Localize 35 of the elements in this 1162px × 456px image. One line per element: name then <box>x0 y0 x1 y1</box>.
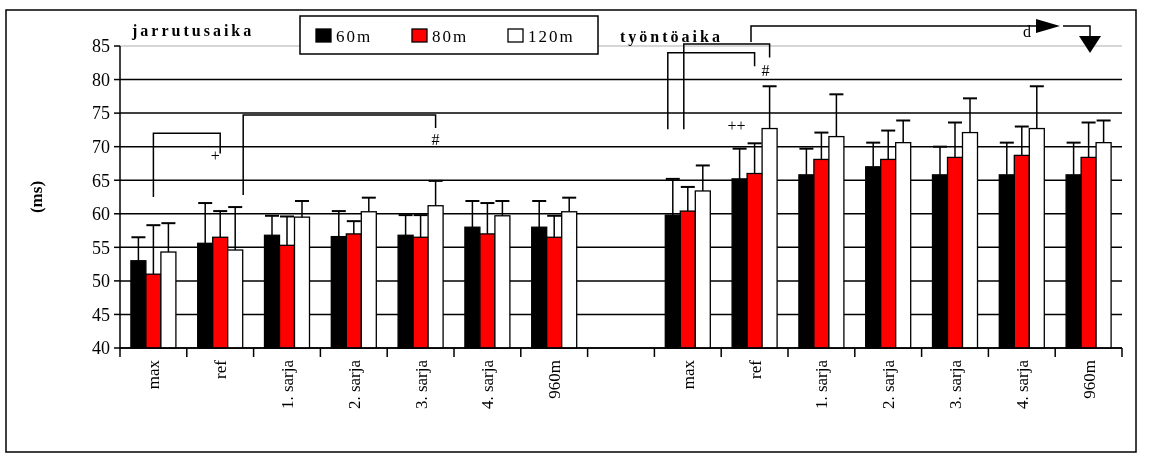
x-tick-label: 1. sarja <box>812 359 832 410</box>
x-tick-label: 1. sarja <box>278 359 297 410</box>
text: jarrutusaika <box>131 22 255 40</box>
x-tick-label: 2. sarja <box>344 359 364 410</box>
y-tick-label: 65 <box>92 170 110 191</box>
x-tick-label: 2. sarja <box>879 359 899 410</box>
y-tick-label: 40 <box>92 338 110 359</box>
x-tick-label: max <box>144 359 164 390</box>
annotation: # <box>761 61 770 79</box>
text: d <box>1023 23 1031 40</box>
x-tick-label: 960m <box>1079 360 1099 399</box>
y-axis-title: (ms) <box>27 180 46 214</box>
y-tick-label: 45 <box>92 304 110 325</box>
y-tick-label: 50 <box>92 271 110 292</box>
annotation: + <box>210 147 220 165</box>
x-tick-label: max <box>678 359 698 390</box>
annotation: # <box>431 130 440 148</box>
x-tick-label: 4. sarja <box>478 359 498 410</box>
x-tick-label: 3. sarja <box>411 359 431 410</box>
text: työntöaika <box>620 28 723 46</box>
y-tick-label: 80 <box>92 69 110 90</box>
y-tick-label: 55 <box>92 237 110 258</box>
y-tick-label: 75 <box>92 103 110 124</box>
annotation: ++ <box>727 117 746 135</box>
x-tick-label: 960m <box>545 360 565 399</box>
x-tick-label: ref <box>745 359 765 379</box>
legend-label: 120m <box>528 27 575 46</box>
y-tick-label: 85 <box>92 36 110 57</box>
legend-label: 80m <box>432 27 469 46</box>
legend-label: 60m <box>336 27 373 46</box>
y-tick-label: 60 <box>92 204 110 225</box>
x-tick-label: 3. sarja <box>946 359 965 410</box>
y-tick-label: 70 <box>92 136 110 157</box>
x-tick-label: 4. sarja <box>1012 359 1032 410</box>
x-tick-label: ref <box>211 359 231 379</box>
